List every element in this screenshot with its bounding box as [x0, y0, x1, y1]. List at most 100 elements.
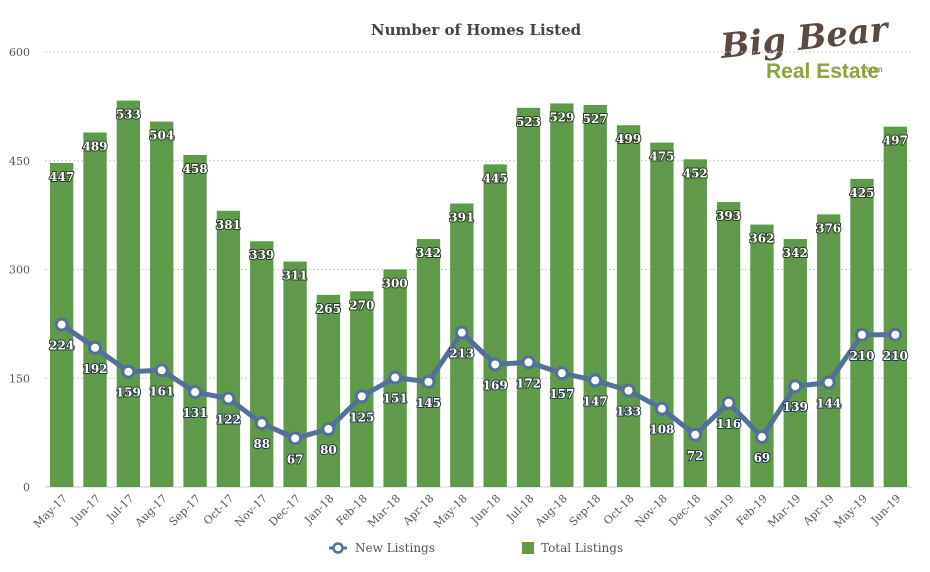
line-data-label: 80 — [320, 443, 337, 457]
bar-data-label: 265 — [316, 302, 341, 316]
x-tick-label: Apr-18 — [400, 492, 437, 529]
line-point — [254, 416, 269, 431]
x-tick-label: Aug-17 — [132, 492, 170, 530]
line-point — [888, 327, 903, 342]
bar — [83, 132, 107, 487]
bar — [650, 142, 674, 487]
line-data-label: 125 — [349, 410, 374, 424]
line-point — [454, 325, 469, 340]
line-data-label: 139 — [783, 400, 808, 414]
bar-data-label: 270 — [349, 298, 374, 312]
line-point — [488, 357, 503, 372]
line-point — [588, 373, 603, 388]
bar-data-label: 342 — [416, 246, 441, 260]
bar-data-label: 362 — [749, 232, 774, 246]
line-point — [688, 427, 703, 442]
x-tick-label: Sep-17 — [167, 492, 204, 529]
x-tick-label: May-18 — [431, 492, 470, 531]
bar-data-label: 533 — [116, 108, 141, 122]
x-tick-label: Oct-18 — [601, 492, 637, 528]
line-data-label: 161 — [149, 384, 174, 398]
line-data-label: 133 — [616, 405, 641, 419]
legend-bar-swatch — [522, 542, 534, 554]
bar — [750, 224, 774, 488]
line-point — [521, 355, 536, 370]
bar — [150, 121, 174, 487]
line-series — [54, 317, 903, 446]
line-point — [821, 375, 836, 390]
line-data-label: 157 — [549, 387, 574, 401]
bar-data-label: 381 — [216, 218, 241, 232]
bar — [550, 103, 574, 487]
bar-data-label: 376 — [816, 221, 841, 235]
line-point — [154, 363, 169, 378]
line-point — [854, 327, 869, 342]
bar-data-label: 497 — [883, 134, 908, 148]
bar-data-label: 445 — [483, 171, 508, 185]
x-tick-label: Mar-19 — [765, 492, 803, 530]
logo-text-com: .com — [864, 65, 883, 74]
bar — [616, 125, 641, 487]
bar-data-label: 523 — [516, 115, 541, 129]
x-tick-label: Nov-18 — [632, 492, 670, 530]
bar-data-label: 529 — [549, 110, 574, 124]
legend: New Listings Total Listings — [329, 541, 623, 555]
line-point — [788, 379, 803, 394]
bar-data-label: 300 — [383, 277, 408, 291]
bar-data-label: 475 — [649, 150, 674, 164]
line-data-label: 88 — [253, 437, 270, 451]
bar — [883, 126, 907, 488]
line-data-label: 144 — [816, 397, 841, 411]
y-tick-label: 600 — [9, 46, 30, 59]
bar-data-label: 342 — [783, 246, 808, 260]
line-point — [421, 374, 436, 389]
x-tick-label: May-17 — [31, 492, 70, 531]
line-point — [54, 317, 69, 332]
bar-data-label: 425 — [849, 186, 874, 200]
logo-text-big-bear: Big Bear — [718, 9, 892, 67]
line-point — [388, 370, 403, 385]
line-data-label: 69 — [754, 451, 771, 465]
bar-data-label: 504 — [149, 129, 174, 143]
x-tick-label: Feb-18 — [334, 492, 370, 528]
line-point — [654, 401, 669, 416]
line-data-label: 145 — [416, 396, 441, 410]
x-tick-label: Aug-18 — [532, 492, 570, 530]
bar — [283, 261, 307, 487]
y-axis: 0 150 300 450 600 — [9, 46, 30, 494]
line-point — [354, 389, 369, 404]
line-point — [188, 385, 203, 400]
x-tick-label: Jan-18 — [301, 492, 336, 527]
x-tick-label: Jun-19 — [868, 492, 904, 528]
x-tick-label: Dec-18 — [666, 492, 703, 529]
bar-data-label: 458 — [183, 162, 208, 176]
bar — [416, 239, 441, 487]
line-point — [554, 366, 569, 381]
line-data-label: 210 — [883, 349, 908, 363]
bar-data-label: 452 — [683, 166, 708, 180]
line-data-label: 169 — [483, 378, 508, 392]
x-tick-label: Jun-17 — [68, 492, 104, 528]
line-point — [288, 431, 303, 446]
bar — [116, 100, 141, 487]
line-point — [221, 391, 236, 406]
x-tick-label: May-19 — [831, 492, 870, 531]
legend-label-new-listings: New Listings — [355, 541, 435, 555]
bar-labels: 447 489 533 504 458 381 339 311 265 270 300 342 391 4… — [48, 107, 909, 317]
line-point — [121, 364, 136, 379]
line-data-label: 192 — [82, 362, 107, 376]
bar-data-label: 311 — [283, 269, 308, 283]
chart-title: Number of Homes Listed — [371, 21, 582, 39]
bar — [583, 104, 607, 488]
line-point — [754, 429, 769, 444]
line-data-label: 67 — [287, 452, 304, 466]
y-tick-label: 0 — [23, 481, 30, 494]
bar-data-label: 393 — [716, 209, 741, 223]
y-tick-label: 450 — [9, 155, 30, 168]
bar — [683, 159, 707, 488]
x-tick-label: Oct-17 — [201, 492, 237, 528]
bar — [450, 203, 474, 487]
bar — [483, 164, 507, 487]
